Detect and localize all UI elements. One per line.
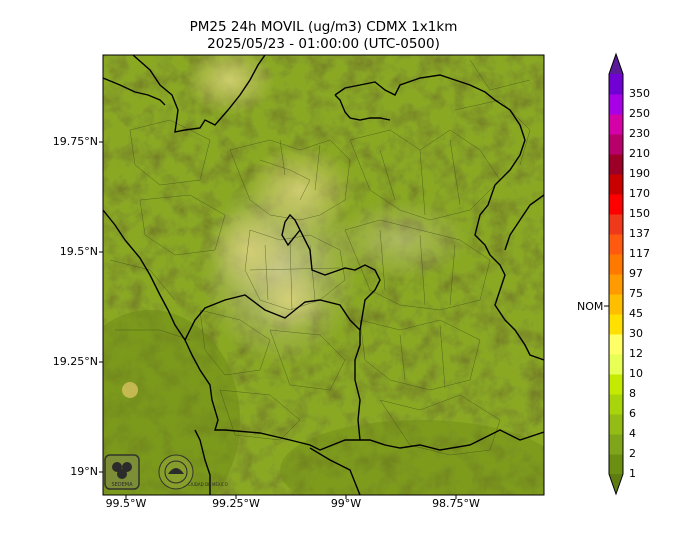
cdmx-logo: CIUDAD DE MÉXICO (158, 454, 228, 490)
urban-haze (330, 200, 470, 280)
colorbar-level-label: 250 (629, 107, 650, 120)
colorbar-segment (609, 294, 623, 315)
colorbar-level-label: 350 (629, 87, 650, 100)
colorbar-segment (609, 454, 623, 475)
colorbar-outline (608, 52, 624, 496)
colorbar-level-label: 12 (629, 347, 643, 360)
colorbar-segment (609, 394, 623, 415)
colorbar-segment (609, 274, 623, 295)
colorbar-segment (609, 414, 623, 435)
sedema-logo-text: SEDEMA (111, 482, 133, 488)
cdmx-logo-text: CIUDAD DE MÉXICO (188, 482, 228, 487)
nom-reference-label: NOM (577, 300, 604, 313)
low-concentration-area (280, 420, 544, 495)
lon-label: 98.75°W (432, 497, 480, 510)
colorbar-segment (609, 254, 623, 275)
lat-label: 19°N (70, 465, 98, 478)
state-boundaries (103, 55, 544, 495)
higher-concentration-area (255, 270, 325, 330)
colorbar-segment (609, 134, 623, 155)
colorbar-segment (609, 154, 623, 175)
colorbar-segment (609, 334, 623, 355)
colorbar-level-label: 97 (629, 267, 643, 280)
map-timestamp: 2025/05/23 - 01:00:00 (UTC-0500) (207, 36, 440, 52)
colorbar-level-label: 1 (629, 467, 636, 480)
colorbar-segment (609, 434, 623, 455)
colorbar-segment (609, 234, 623, 255)
axis-ticks (99, 141, 457, 499)
map-frame (102, 54, 545, 496)
colorbar-segment (609, 214, 623, 235)
sedema-logo: SEDEMA (104, 454, 140, 490)
colorbar-segment (609, 114, 623, 135)
lon-label: 99°W (330, 497, 362, 510)
hotspot (122, 382, 138, 398)
higher-concentration-area (185, 55, 275, 115)
colorbar-level-label: 150 (629, 207, 650, 220)
colorbar-segment (609, 314, 623, 335)
colorbar-level-label: 170 (629, 187, 650, 200)
colorbar-segment (609, 354, 623, 375)
colorbar-level-label: 75 (629, 287, 643, 300)
municipal-boundaries (109, 59, 531, 456)
colorbar-level-label: 6 (629, 407, 636, 420)
lat-label: 19.75°N (52, 135, 98, 148)
colorbar-level-label: 45 (629, 307, 643, 320)
colorbar-level-label: 8 (629, 387, 636, 400)
colorbar-level-label: 2 (629, 447, 636, 460)
lon-label: 99.25°W (212, 497, 260, 510)
colorbar-segment (609, 174, 623, 195)
lat-label: 19.25°N (52, 355, 98, 368)
colorbar-level-label: 4 (629, 427, 636, 440)
colorbar-level-label: 30 (629, 327, 643, 340)
map-title: PM25 24h MOVIL (ug/m3) CDMX 1x1km (189, 19, 458, 35)
colorbar-segment (609, 374, 623, 395)
colorbar-segment (609, 194, 623, 215)
colorbar-level-label: 210 (629, 147, 650, 160)
colorbar-over-arrow (609, 54, 623, 74)
lon-label: 99.5°W (105, 497, 147, 510)
colorbar-under-arrow (609, 474, 623, 494)
higher-concentration-area (245, 145, 355, 235)
colorbar-segment (609, 94, 623, 115)
colorbar-level-label: 10 (629, 367, 643, 380)
colorbar-level-label: 137 (629, 227, 650, 240)
low-concentration-area (103, 310, 240, 495)
colorbar-level-label: 230 (629, 127, 650, 140)
lat-label: 19.5°N (59, 245, 98, 258)
colorbar-level-label: 117 (629, 247, 650, 260)
colorbar-level-label: 190 (629, 167, 650, 180)
colorbar-segment (609, 74, 623, 95)
